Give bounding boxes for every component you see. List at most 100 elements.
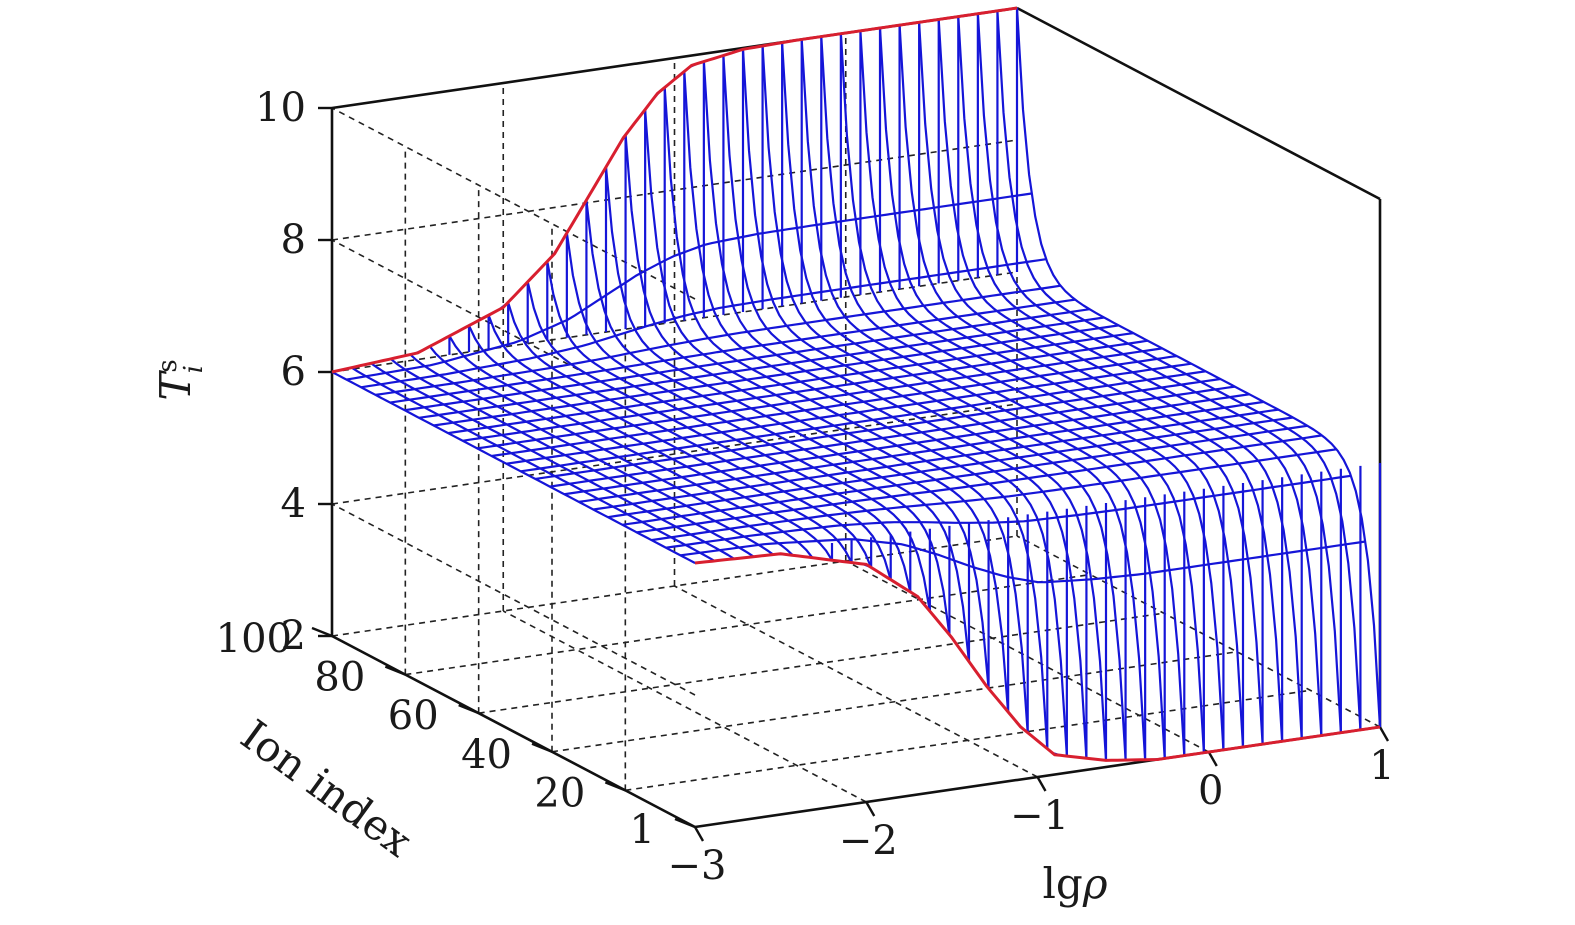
z-tick-label: 2 [281,613,306,659]
surface-rho-line [820,36,1186,756]
surface-ion-line [375,284,1061,396]
y-tick [384,665,406,676]
y-tick [531,742,553,753]
surface-ion-line [477,347,1163,450]
grid-line [331,139,1018,241]
surface-rho-line [741,49,1108,761]
surface-rho-line [839,33,1205,753]
grid-line [405,573,1091,676]
surface-ion-line [404,308,1090,412]
grid-line [1016,535,1381,728]
grid-line [478,612,1164,714]
surface-ion-line [462,339,1148,442]
y-tick [311,626,333,638]
surface-rho-line [448,335,814,559]
grid-line [331,535,1018,637]
surface-rho-line [370,362,735,560]
z-tick-label: 6 [281,349,306,395]
surface-ion-line [636,434,1323,534]
y-tick [674,817,696,829]
surface-rho-line [546,261,912,593]
surface-rho-line [878,27,1245,748]
x-tick [1207,751,1218,767]
axes-layer [311,6,1390,842]
surface-rho-line [859,30,1225,750]
x-tick-label: −3 [668,843,727,889]
y-tick-label: 40 [461,732,512,778]
edge-curves [331,6,1381,762]
surface-rho-line [957,16,1323,736]
surface-ion-line [491,354,1177,458]
surface-ion-line [607,416,1294,519]
surface-rho-line [331,371,696,564]
surface-rho-line [390,358,755,558]
surface-ion-line [680,538,1366,584]
tick-labels: 2 4 6 8 10 1 20 40 60 80 100 −3 −2 −1 0 1 [216,85,1395,889]
surface-rho-line [702,61,1068,757]
surface-rho-line [409,353,774,556]
x-tick-label: 0 [1198,768,1223,814]
x-tick [1036,776,1047,792]
y-tick-label: 100 [216,616,292,662]
surface-ion-line [418,316,1105,419]
grid-line [331,503,696,696]
surface-rho-line [1015,7,1382,728]
z-axis-title: Tsi [151,359,209,400]
box-edge [1016,6,1381,201]
y-axis-line [331,634,696,829]
surface-ion-line [535,377,1221,481]
surface-ion-line [520,370,1206,473]
surface-rho-line [898,25,1264,745]
surface-rho-line [487,314,853,564]
surface-rho-line [976,13,1342,733]
grid-line [674,585,1038,778]
surface-rho-line [644,109,1010,713]
surface-rho-line [683,71,1049,749]
surface-ion-line [651,448,1337,542]
y-tick-label: 60 [388,693,439,739]
grid-line [625,689,1311,792]
surface-ion-line [564,393,1250,496]
surface-rho-line [526,281,892,581]
y-tick [604,781,626,792]
surface-rho-line [722,55,1088,759]
surface-rho-line [663,87,1029,733]
surface-rho-line [604,166,971,662]
grid-line [331,271,1018,373]
surface-rho-line [429,345,794,557]
surface-rho-line [565,232,931,612]
z-tick-label: 8 [281,217,306,263]
grid-line [551,650,1238,753]
x-tick-label: 1 [1369,743,1394,789]
surface-ion-line [448,332,1134,435]
surface-ion-line [622,424,1308,526]
x-tick-label: −1 [1010,793,1069,839]
surface-rho-line [996,10,1362,730]
surface-rho-line [800,39,1166,759]
grid-line [845,560,1210,753]
grid-line [502,610,867,803]
edge-curve-ion-1 [694,552,1381,762]
surface-rho-line [351,366,716,562]
grid-line [331,107,696,300]
y-tick [458,704,480,715]
surface-ion-line [346,192,1032,381]
surface-rho-line [937,19,1303,739]
y-tick-label: 80 [314,655,365,701]
surface-mesh [331,6,1382,762]
z-tick-label: 10 [255,85,306,131]
surface-ion-line [389,298,1076,404]
x-tick [1378,726,1390,742]
surface-ion-line [593,408,1279,511]
surface-ion-line [506,362,1192,465]
edge-curve-ion-100 [331,6,1018,374]
x-tick [865,801,876,817]
surface-ion-line [578,400,1264,503]
surface-rho-line [624,134,990,689]
surface-rho-line [781,42,1147,760]
surface-rho-line [507,301,873,568]
x-tick [693,826,705,842]
surface-ion-line [549,385,1235,488]
